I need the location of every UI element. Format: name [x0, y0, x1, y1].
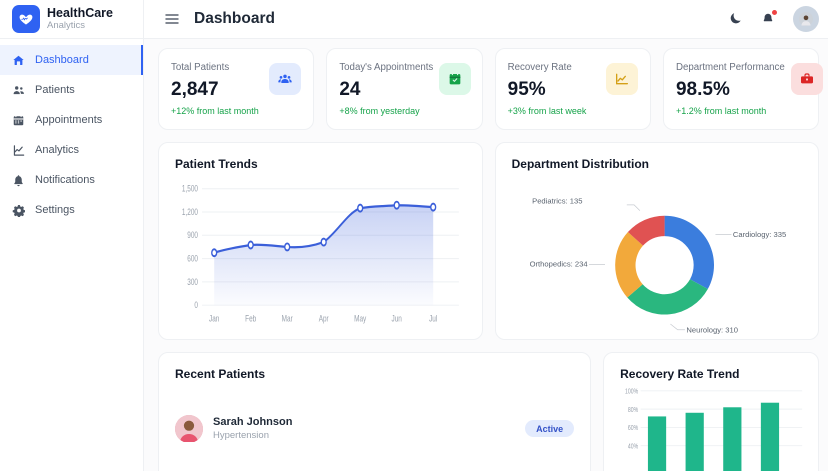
svg-text:Jul: Jul [429, 313, 437, 323]
svg-text:300: 300 [187, 277, 198, 287]
svg-text:80%: 80% [628, 406, 638, 414]
svg-text:May: May [354, 313, 366, 323]
svg-text:Feb: Feb [245, 313, 257, 323]
svg-text:600: 600 [187, 253, 198, 263]
svg-text:0: 0 [194, 300, 198, 310]
svg-text:1,500: 1,500 [182, 183, 199, 193]
svg-text:Cardiology: 335: Cardiology: 335 [733, 230, 786, 239]
svg-text:Apr: Apr [319, 313, 329, 323]
svg-text:Mar: Mar [282, 313, 293, 323]
svg-text:900: 900 [187, 230, 198, 240]
svg-text:Neurology: 310: Neurology: 310 [686, 326, 738, 335]
svg-text:Pediatrics: 135: Pediatrics: 135 [532, 196, 582, 205]
svg-text:60%: 60% [628, 424, 638, 432]
svg-text:40%: 40% [628, 442, 638, 450]
svg-text:1,200: 1,200 [182, 207, 199, 217]
svg-text:Jan: Jan [209, 313, 219, 323]
svg-text:Jun: Jun [392, 313, 402, 323]
svg-text:Orthopedics: 234: Orthopedics: 234 [529, 259, 588, 268]
svg-text:100%: 100% [625, 388, 638, 396]
